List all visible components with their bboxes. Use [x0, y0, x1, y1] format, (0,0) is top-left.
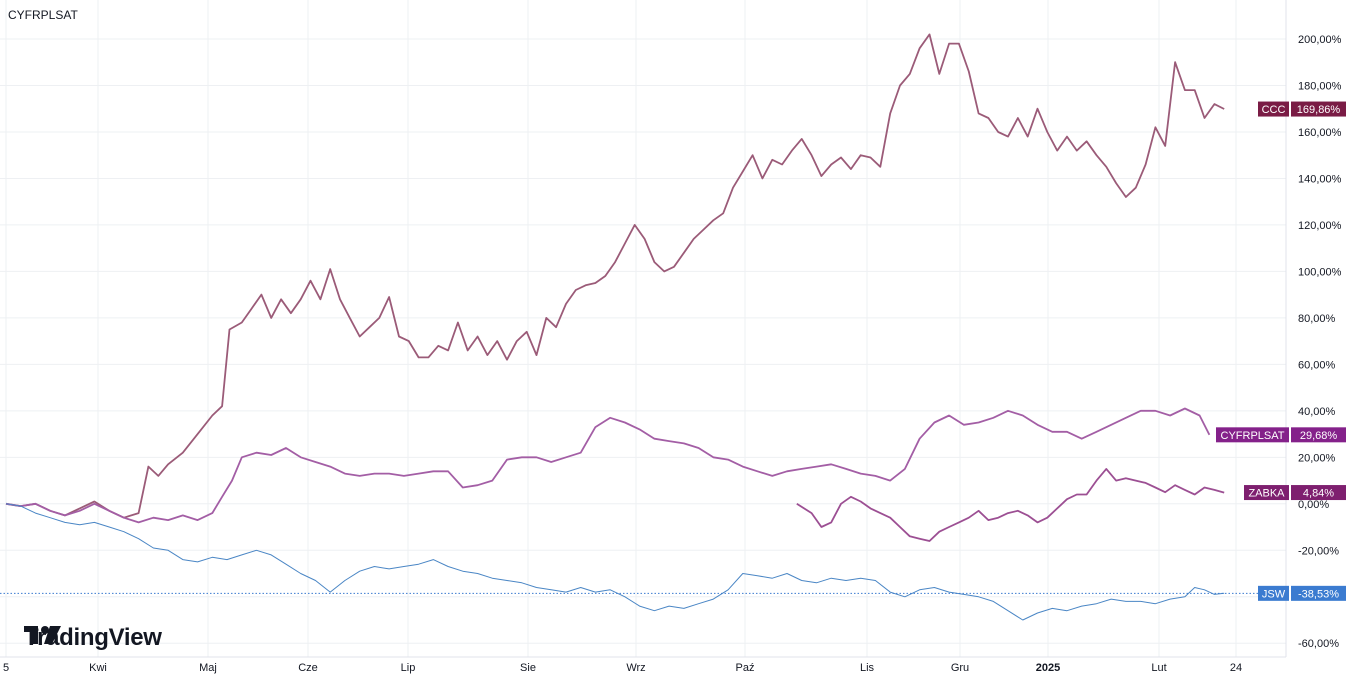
series-value-tag-bg: [1291, 101, 1346, 117]
y-tick-label: 100,00%: [1298, 266, 1342, 278]
x-tick-label: Lis: [860, 662, 875, 674]
series-name-tag-bg: [1258, 101, 1289, 117]
series-value-tag-bg: [1291, 485, 1346, 501]
x-tick-label: Kwi: [89, 662, 107, 674]
x-tick-label: Cze: [298, 662, 318, 674]
series-name-tag: CYFRPLSAT: [1221, 430, 1285, 442]
x-tick-label: Gru: [951, 662, 969, 674]
y-tick-label: 20,00%: [1298, 452, 1336, 464]
series-tag-jsw: JSW -38,53%: [1258, 585, 1346, 601]
y-tick-label: 0,00%: [1298, 499, 1329, 511]
y-tick-label: -60,00%: [1298, 638, 1339, 650]
series-name-tag: ZABKA: [1248, 488, 1285, 500]
symbol-title: CYFRPLSAT: [8, 8, 78, 22]
series-value-tag: 29,68%: [1300, 430, 1338, 442]
series-value-tag: 169,86%: [1297, 104, 1341, 116]
x-tick-label: Wrz: [626, 662, 645, 674]
y-axis-ticks: 200,00% 180,00% 160,00% 140,00% 120,00% 100,0…: [1298, 34, 1342, 650]
tradingview-icon: [24, 626, 61, 644]
series-name-tag: CCC: [1262, 104, 1286, 116]
x-tick-label: Lip: [401, 662, 416, 674]
series-value-tag: 4,84%: [1303, 488, 1334, 500]
series-value-tag-bg: [1291, 585, 1346, 601]
series-tag-cyfrplsat: CYFRPLSAT 29,68%: [1216, 427, 1346, 443]
y-tick-label: 140,00%: [1298, 173, 1342, 185]
series-name-tag-bg: [1216, 427, 1289, 443]
series-last-value-labels: CCC 169,86% CYFRPLSAT 29,68% ZABKA 4,84% JSW -3…: [1216, 101, 1346, 601]
series-line-jsw[interactable]: [5, 503, 1225, 621]
y-tick-label: 40,00%: [1298, 406, 1336, 418]
x-tick-label: 5: [3, 662, 9, 674]
y-tick-label: 120,00%: [1298, 220, 1342, 232]
x-tick-label: Lut: [1151, 662, 1166, 674]
series-name-tag-bg: [1244, 485, 1289, 501]
x-tick-label: Paź: [736, 662, 755, 674]
series-value-tag: -38,53%: [1298, 588, 1339, 600]
y-tick-label: -20,00%: [1298, 545, 1339, 557]
tradingview-logo[interactable]: TradingView: [24, 624, 162, 652]
series-tag-ccc: CCC 169,86%: [1258, 101, 1346, 117]
series-value-tag-bg: [1291, 427, 1346, 443]
x-tick-label: 2025: [1036, 662, 1060, 674]
x-axis-ticks: 5 Kwi Maj Cze Lip Sie Wrz Paź Lis Gru 2025 Lut 24: [3, 662, 1242, 674]
series-line-cyfrplsat[interactable]: [5, 407, 1211, 524]
series-line-zabka[interactable]: [796, 468, 1225, 542]
x-tick-label: Sie: [520, 662, 536, 674]
y-tick-label: 60,00%: [1298, 359, 1336, 371]
y-tick-label: 80,00%: [1298, 313, 1336, 325]
y-tick-label: 200,00%: [1298, 34, 1342, 46]
series-name-tag-bg: [1258, 585, 1289, 601]
y-tick-label: 180,00%: [1298, 80, 1342, 92]
series-lines: [0, 33, 1286, 621]
x-tick-label: Maj: [199, 662, 217, 674]
series-tag-zabka: ZABKA 4,84%: [1244, 485, 1346, 501]
y-tick-label: 160,00%: [1298, 127, 1342, 139]
series-name-tag: JSW: [1262, 588, 1286, 600]
x-tick-label: 24: [1230, 662, 1242, 674]
series-line-ccc[interactable]: [5, 33, 1225, 519]
grid: [0, 0, 1286, 657]
